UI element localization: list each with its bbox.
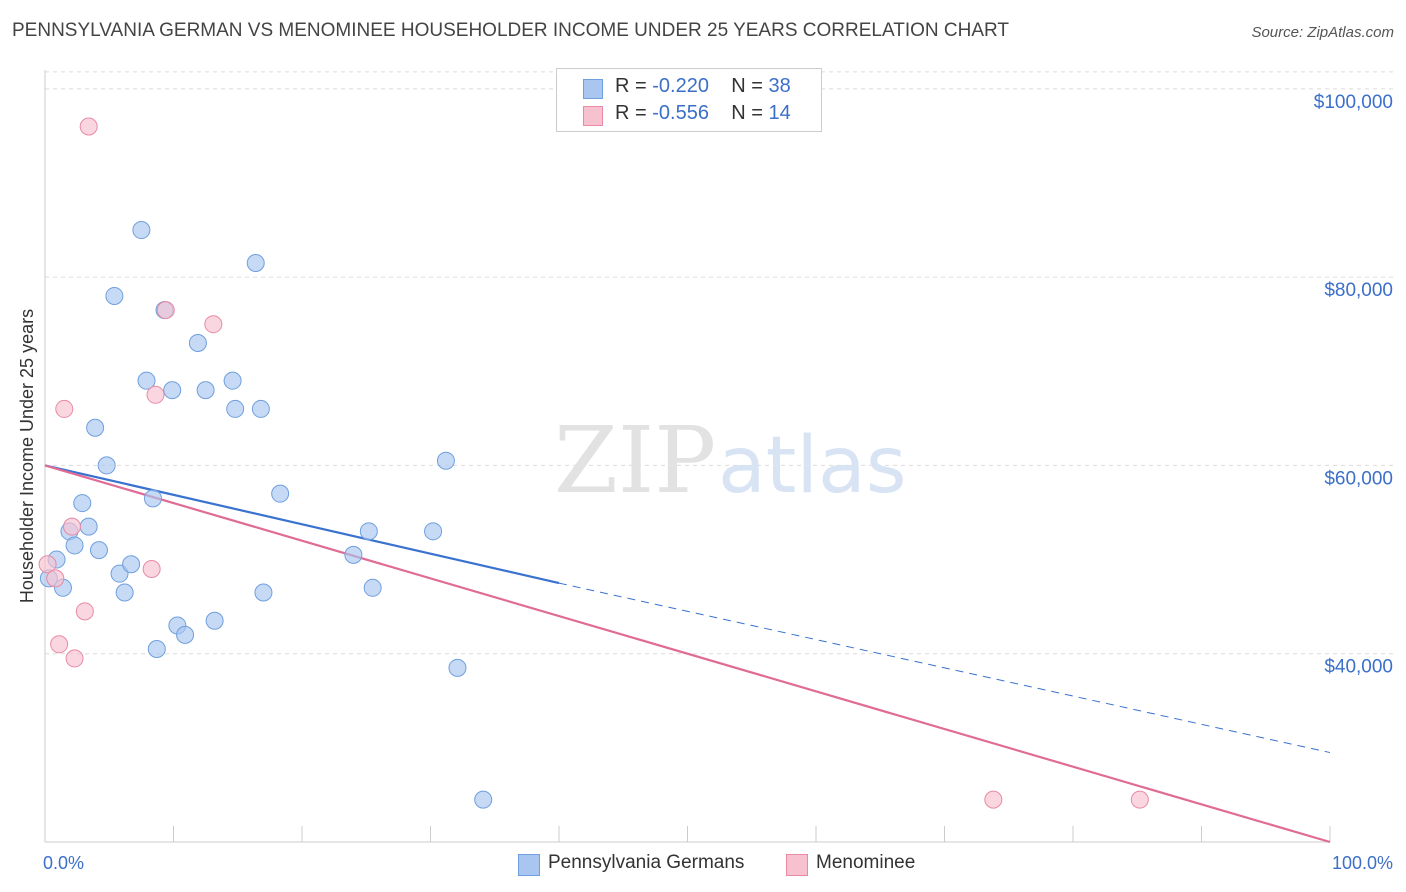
r-value: -0.556 — [652, 102, 709, 124]
trendline-pennsylvania-germans — [44, 464, 560, 585]
point-menominee — [38, 555, 57, 574]
r-label: R = — [615, 102, 653, 124]
point-menominee — [75, 602, 94, 621]
point-pennsylvania-germans — [436, 451, 455, 470]
source-label: Source: ZipAtlas.com — [1251, 24, 1394, 41]
stats-swatch-pink — [583, 106, 603, 126]
point-menominee — [65, 649, 84, 668]
point-pennsylvania-germans — [65, 536, 84, 555]
point-pennsylvania-germans — [246, 254, 265, 272]
x-tick-label: 0.0% — [43, 853, 84, 873]
point-menominee — [146, 385, 165, 404]
point-pennsylvania-germans — [137, 371, 156, 390]
point-menominee — [1130, 790, 1149, 809]
point-pennsylvania-germans — [188, 334, 207, 353]
point-pennsylvania-germans — [223, 371, 242, 390]
y-axis-title: Householder Income Under 25 years — [17, 309, 37, 603]
watermark-atlas: atlas — [718, 421, 907, 511]
point-pennsylvania-germans — [359, 522, 378, 541]
point-pennsylvania-germans — [143, 489, 162, 508]
trendline-extension-pennsylvania-germans — [558, 582, 1331, 754]
point-menominee — [46, 569, 65, 588]
point-pennsylvania-germans — [97, 456, 116, 475]
point-pennsylvania-germans — [474, 790, 493, 809]
y-tick-label: $40,000 — [1324, 657, 1393, 678]
point-menominee — [62, 517, 81, 536]
point-pennsylvania-germans — [122, 555, 141, 574]
point-menominee — [156, 301, 175, 320]
y-tick-label: $80,000 — [1324, 280, 1393, 301]
point-pennsylvania-germans — [132, 221, 151, 240]
point-menominee — [79, 117, 98, 136]
point-pennsylvania-germans — [73, 494, 92, 513]
point-menominee — [984, 790, 1003, 809]
point-pennsylvania-germans — [363, 578, 382, 597]
n-value: 14 — [768, 102, 791, 124]
chart-title: PENNSYLVANIA GERMAN VS MENOMINEE HOUSEHO… — [12, 20, 1009, 41]
point-pennsylvania-germans — [254, 583, 273, 602]
point-pennsylvania-germans — [251, 399, 270, 418]
trendline-menominee — [44, 464, 1331, 844]
point-pennsylvania-germans — [205, 611, 224, 630]
point-pennsylvania-germans — [163, 381, 182, 400]
r-label: R = — [615, 75, 653, 97]
point-pennsylvania-germans — [344, 545, 363, 564]
legend-swatch-pink — [786, 854, 808, 876]
n-value: 38 — [768, 75, 791, 97]
r-value: -0.220 — [652, 75, 709, 97]
y-tick-label: $60,000 — [1324, 468, 1393, 489]
point-pennsylvania-germans — [448, 658, 467, 677]
point-pennsylvania-germans — [79, 517, 98, 536]
point-pennsylvania-germans — [115, 583, 134, 602]
watermark-zip: ZIP — [554, 407, 716, 514]
legend-label: Menominee — [816, 852, 916, 873]
legend-swatch-blue — [518, 854, 540, 876]
n-label: N = — [731, 75, 769, 97]
legend-label: Pennsylvania Germans — [548, 852, 745, 873]
stats-swatch-blue — [583, 79, 603, 99]
y-tick-label: $100,000 — [1314, 92, 1393, 113]
n-label: N = — [731, 102, 769, 124]
point-pennsylvania-germans — [196, 381, 215, 400]
point-menominee — [204, 315, 223, 334]
point-pennsylvania-germans — [86, 418, 105, 437]
point-pennsylvania-germans — [226, 399, 245, 418]
point-menominee — [142, 559, 161, 578]
point-menominee — [55, 399, 74, 418]
point-pennsylvania-germans — [105, 286, 124, 305]
stats-legend: R = -0.220 N = 38 R = -0.556 N = 14 — [556, 68, 822, 132]
point-pennsylvania-germans — [424, 522, 443, 541]
point-menominee — [50, 635, 69, 654]
point-pennsylvania-germans — [89, 541, 108, 560]
x-tick-label: 100.0% — [1332, 853, 1393, 873]
point-pennsylvania-germans — [271, 484, 290, 503]
point-pennsylvania-germans — [176, 625, 195, 644]
point-pennsylvania-germans — [147, 640, 166, 658]
series-legend: Pennsylvania Germans Menominee — [0, 852, 1406, 878]
